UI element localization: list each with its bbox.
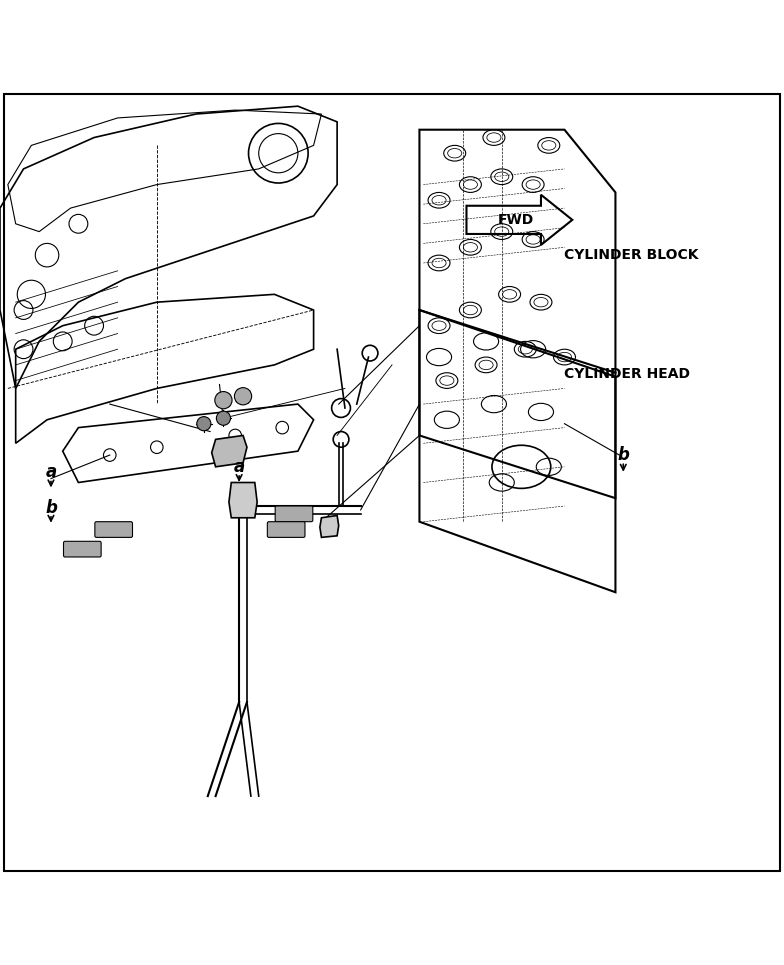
Text: FWD: FWD (498, 213, 534, 227)
Text: CYLINDER BLOCK: CYLINDER BLOCK (564, 248, 699, 262)
Circle shape (197, 417, 211, 430)
Circle shape (234, 388, 252, 405)
Polygon shape (212, 435, 247, 467)
Text: b: b (617, 446, 630, 464)
FancyBboxPatch shape (275, 506, 313, 522)
Circle shape (215, 392, 232, 409)
FancyBboxPatch shape (267, 522, 305, 538)
Polygon shape (320, 515, 339, 538)
Text: a: a (234, 457, 245, 476)
Circle shape (216, 411, 230, 426)
Polygon shape (229, 482, 257, 518)
Text: b: b (45, 499, 57, 516)
Text: CYLINDER HEAD: CYLINDER HEAD (564, 368, 691, 381)
FancyBboxPatch shape (95, 522, 132, 538)
FancyBboxPatch shape (64, 541, 101, 557)
Text: a: a (45, 463, 56, 482)
